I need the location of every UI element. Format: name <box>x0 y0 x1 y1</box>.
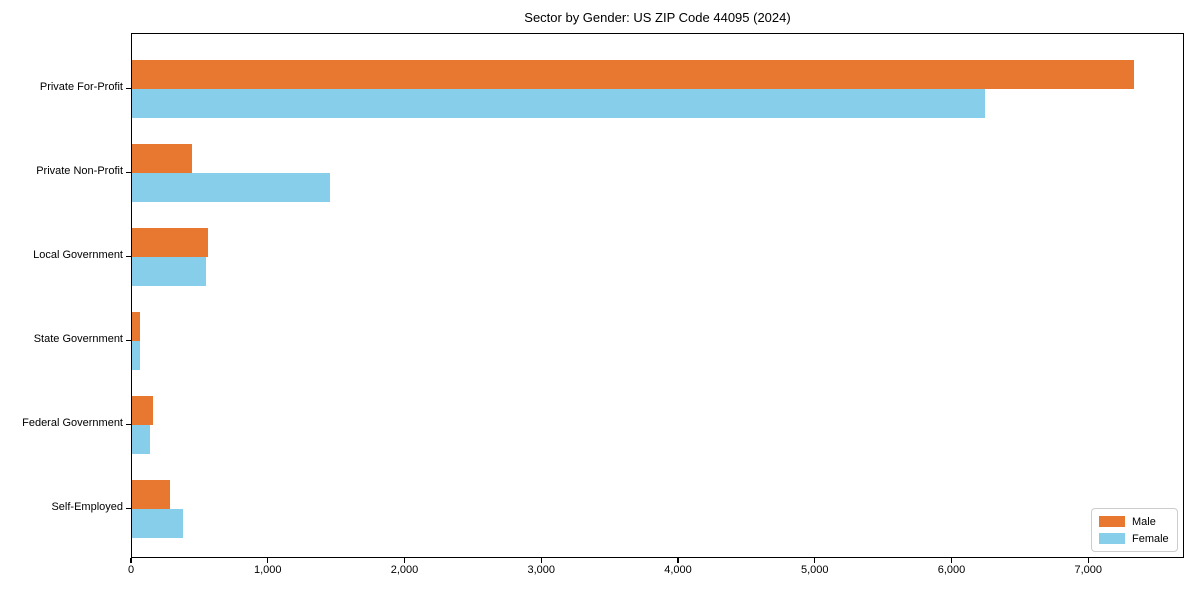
x-tick-mark <box>677 558 679 563</box>
x-tick-mark <box>814 558 816 563</box>
y-tick-mark <box>126 423 131 425</box>
bar-female-local-government <box>132 257 206 286</box>
legend-item-male: Male <box>1099 516 1177 528</box>
y-tick-mark <box>126 507 131 509</box>
legend-swatch-male <box>1099 516 1125 527</box>
legend-item-female: Female <box>1099 533 1177 545</box>
bar-female-private-for-profit <box>132 89 986 118</box>
x-tick-mark <box>267 558 269 563</box>
x-tick-label-4-000: 4,000 <box>664 564 692 576</box>
bar-male-local-government <box>132 228 208 257</box>
bar-female-state-government <box>132 341 141 370</box>
bar-female-private-non-profit <box>132 173 331 202</box>
y-axis-label-self-employed: Self-Employed <box>51 501 123 513</box>
bar-female-self-employed <box>132 509 183 538</box>
x-tick-label-0: 0 <box>127 564 135 576</box>
x-tick-label-5-000: 5,000 <box>801 564 829 576</box>
bar-male-private-for-profit <box>132 60 1135 89</box>
legend-swatch-female <box>1099 533 1125 544</box>
x-tick-label-2-000: 2,000 <box>390 564 419 576</box>
x-tick-mark <box>540 558 542 563</box>
bar-female-federal-government <box>132 425 150 454</box>
legend-label-male: Male <box>1132 515 1156 528</box>
legend: Male Female <box>1091 508 1178 552</box>
plot-area <box>131 33 1184 558</box>
bar-male-state-government <box>132 312 140 341</box>
bar-male-private-non-profit <box>132 144 192 173</box>
x-tick-mark <box>403 558 406 563</box>
y-axis-label-private-for-profit: Private For-Profit <box>39 81 123 93</box>
x-tick-label-6-000: 6,000 <box>937 564 966 576</box>
x-tick-label-1-000: 1,000 <box>253 564 282 576</box>
y-axis-label-local-government: Local Government <box>33 249 123 261</box>
y-tick-mark <box>126 255 131 257</box>
y-axis-label-state-government: State Government <box>33 333 123 345</box>
y-axis-label-federal-government: Federal Government <box>22 417 123 429</box>
bar-male-self-employed <box>132 480 170 509</box>
y-tick-mark <box>126 339 131 341</box>
x-tick-mark <box>130 558 132 563</box>
y-tick-mark <box>126 171 131 173</box>
y-tick-mark <box>126 87 131 89</box>
x-tick-label-7-000: 7,000 <box>1074 564 1103 576</box>
y-axis-label-private-non-profit: Private Non-Profit <box>36 165 123 177</box>
chart-title: Sector by Gender: US ZIP Code 44095 (202… <box>524 10 791 25</box>
x-tick-label-3-000: 3,000 <box>527 564 556 576</box>
legend-label-female: Female <box>1132 532 1169 545</box>
x-tick-mark <box>950 558 953 563</box>
bar-male-federal-government <box>132 396 154 425</box>
x-tick-mark <box>1087 558 1089 563</box>
